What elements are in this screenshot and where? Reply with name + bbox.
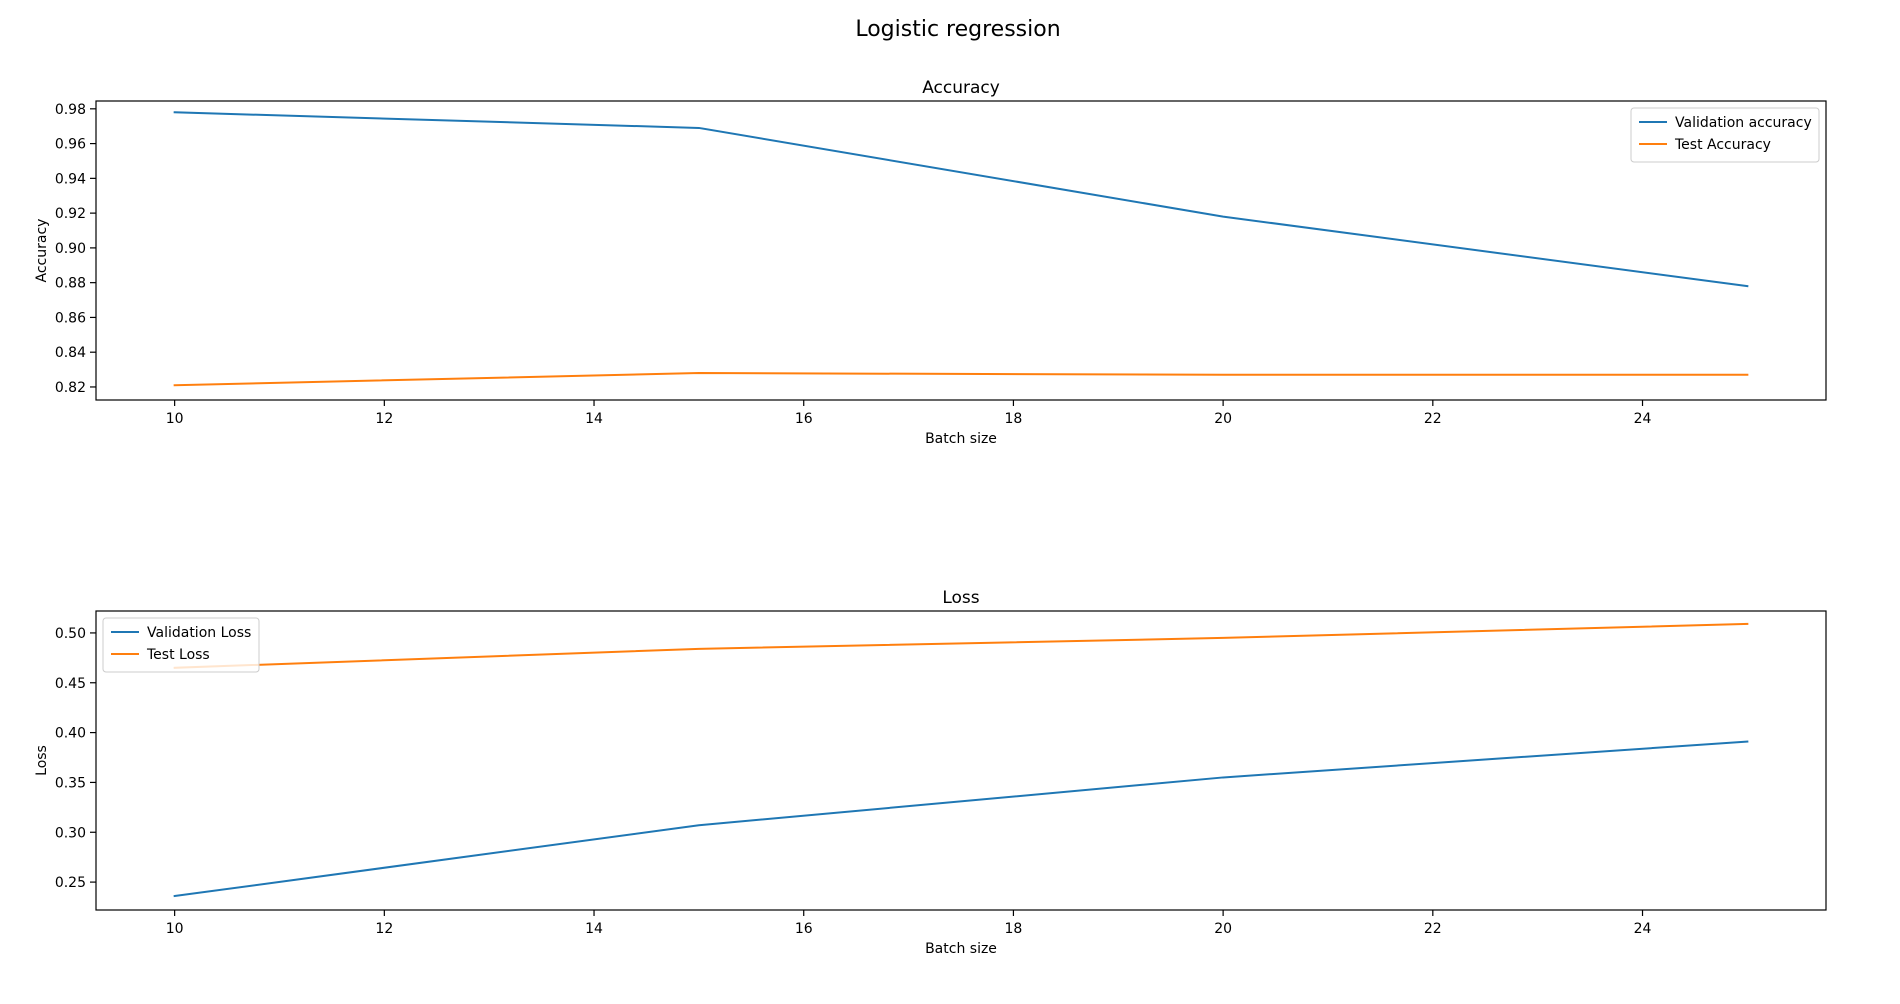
accuracy-chart: Accuracy 10 12 14 16 18 20 22 24 0.82 0.84 0.86 0.88… — [34, 78, 1827, 447]
accuracy-y-axis-label: Accuracy — [34, 219, 50, 283]
loss-x-tick-label: 18 — [1005, 921, 1023, 937]
accuracy-series-test-accuracy-line — [173, 372, 1749, 387]
accuracy-legend-label-validation-accuracy: Validation accuracy — [1675, 115, 1812, 131]
figure-title: Logistic regression — [855, 17, 1060, 42]
accuracy-x-tick-label: 24 — [1634, 411, 1652, 427]
accuracy-y-tick-label: 0.92 — [55, 206, 86, 222]
accuracy-legend-label-test-accuracy: Test Accuracy — [1674, 137, 1771, 153]
accuracy-legend: Validation accuracy Test Accuracy — [1630, 107, 1820, 163]
loss-x-axis-label: Batch size — [925, 941, 997, 957]
loss-legend-label-validation-loss: Validation Loss — [147, 625, 251, 641]
loss-x-tick-label: 10 — [166, 921, 184, 937]
loss-x-tick-label: 20 — [1214, 921, 1232, 937]
loss-legend: Validation Loss Test Loss — [102, 617, 260, 673]
accuracy-plot-frame — [95, 100, 1827, 401]
loss-y-tick-label: 0.45 — [55, 676, 86, 692]
accuracy-y-tick-label: 0.94 — [55, 171, 86, 187]
accuracy-x-tick-label: 10 — [166, 411, 184, 427]
loss-x-tick-label: 12 — [375, 921, 393, 937]
loss-y-tick-label: 0.30 — [55, 825, 86, 841]
loss-y-axis-label: Loss — [34, 745, 50, 776]
loss-title: Loss — [942, 588, 979, 608]
accuracy-series-validation-accuracy-line — [173, 111, 1749, 288]
accuracy-x-tick-label: 12 — [375, 411, 393, 427]
loss-x-tick-label: 24 — [1634, 921, 1652, 937]
accuracy-y-tick-label: 0.84 — [55, 345, 86, 361]
loss-series-test-loss-line — [173, 622, 1749, 669]
loss-legend-label-test-loss: Test Loss — [146, 647, 210, 663]
accuracy-x-tick-label: 20 — [1214, 411, 1232, 427]
accuracy-title: Accuracy — [922, 78, 1000, 98]
loss-y-tick-label: 0.40 — [55, 726, 86, 742]
accuracy-x-tick-label: 16 — [795, 411, 813, 427]
loss-y-tick-label: 0.25 — [55, 875, 86, 891]
loss-x-tick-label: 22 — [1424, 921, 1442, 937]
accuracy-y-tick-label: 0.90 — [55, 241, 86, 257]
accuracy-y-tick-label: 0.82 — [55, 380, 86, 396]
loss-plot-frame — [95, 610, 1827, 911]
loss-chart: Loss 10 12 14 16 18 20 22 24 0.25 0.30 0.35 0.40 0.45… — [34, 588, 1827, 957]
accuracy-legend-box — [1630, 107, 1820, 163]
accuracy-x-tick-label: 22 — [1424, 411, 1442, 427]
accuracy-y-tick-label: 0.88 — [55, 276, 86, 292]
loss-y-tick-label: 0.35 — [55, 775, 86, 791]
accuracy-x-axis-label: Batch size — [925, 431, 997, 447]
loss-x-tick-label: 14 — [585, 921, 603, 937]
accuracy-x-tick-label: 14 — [585, 411, 603, 427]
accuracy-x-tick-label: 18 — [1005, 411, 1023, 427]
loss-x-tick-label: 16 — [795, 921, 813, 937]
accuracy-y-tick-label: 0.96 — [55, 137, 86, 153]
loss-y-tick-label: 0.50 — [55, 626, 86, 642]
loss-legend-box — [102, 617, 260, 673]
accuracy-y-tick-label: 0.98 — [55, 102, 86, 118]
loss-series-validation-loss-line — [173, 740, 1749, 898]
accuracy-y-tick-label: 0.86 — [55, 310, 86, 326]
